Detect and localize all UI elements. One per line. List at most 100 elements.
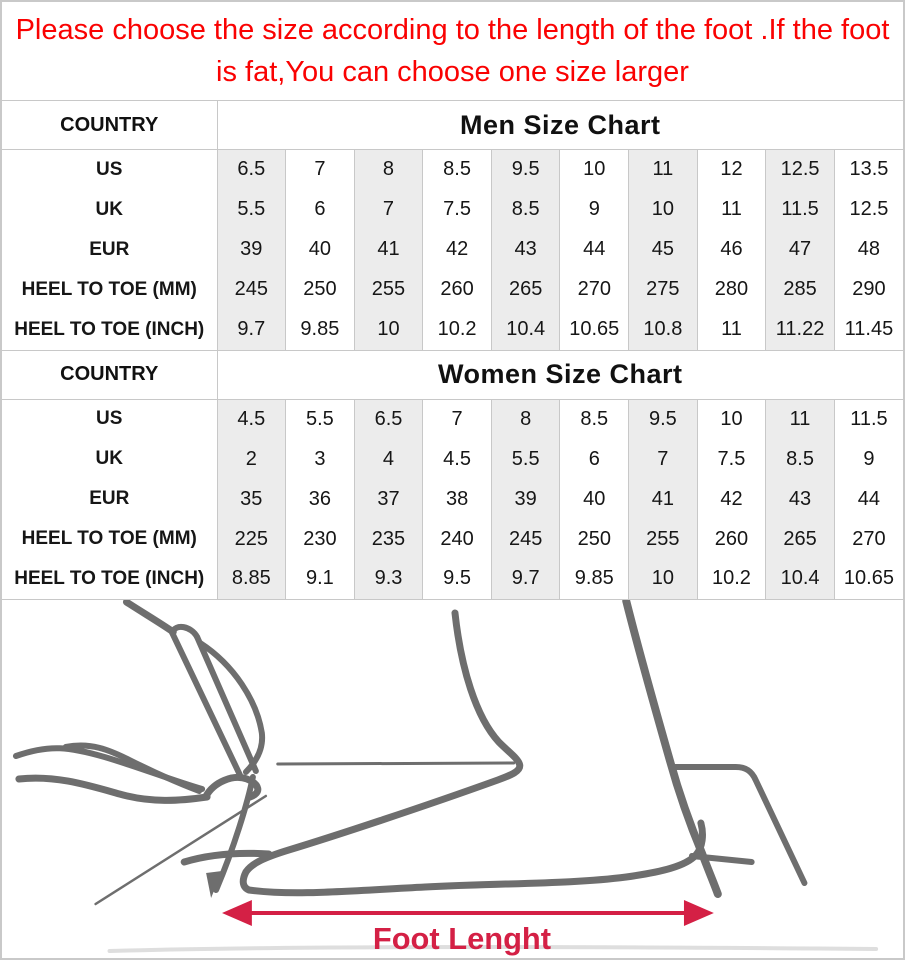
men-table-header-row: COUNTRY Men Size Chart [2,100,903,150]
row-label: US [2,399,218,439]
row-label: EUR [2,229,218,270]
row-label: HEEL TO TOE (MM) [2,519,218,559]
size-cell: 9.85 [285,309,355,350]
size-cell: 3 [285,439,355,479]
size-row: UK 5.5 6 7 7.5 8.5 9 10 11 11.5 12.5 [2,189,903,230]
size-cell: 10 [696,399,766,439]
size-cell: 36 [285,479,355,519]
size-cell: 44 [833,479,903,519]
grip-knuckle-line [202,773,262,800]
size-cell: 240 [422,519,492,559]
size-cell: 250 [559,519,629,559]
size-row: HEEL TO TOE (INCH) 8.85 9.1 9.3 9.5 9.7 9.85 10… [2,559,903,599]
size-cell: 265 [765,519,835,559]
women-table-title: Women Size Chart [217,350,903,400]
size-cell: 44 [559,229,629,270]
row-label: UK [2,189,218,230]
size-cell: 245 [216,269,286,310]
pencil-tip-point [206,870,223,898]
size-cell: 9 [559,189,629,230]
size-cell: 10 [628,189,698,230]
arrow-head-left [222,899,252,926]
hand-pencil-drawing [12,599,273,905]
measure-mark-line [276,761,516,765]
size-cell: 9.7 [490,559,560,599]
size-cell: 11.5 [833,399,903,439]
row-label: HEEL TO TOE (MM) [2,269,218,310]
size-cell: 37 [353,479,423,519]
thumb-line [197,639,266,775]
hand-bottom-line [15,774,211,804]
size-cell: 10.65 [559,309,629,350]
size-cell: 42 [696,479,766,519]
size-cell: 48 [833,229,903,270]
pencil-right-edge [194,633,259,774]
size-cell: 6.5 [353,399,423,439]
size-cell: 5.5 [490,439,560,479]
size-cell: 8.5 [559,399,629,439]
size-cell: 9.1 [285,559,355,599]
size-cell: 8.5 [490,189,560,230]
size-cell: 9 [833,439,903,479]
size-cell: 10.2 [696,559,766,599]
size-cell: 10.65 [833,559,903,599]
size-cell: 9.5 [628,399,698,439]
size-cell: 260 [422,269,492,310]
men-size-table: COUNTRY Men Size Chart US 6.5 7 8 8.5 9.5 10 11… [2,100,903,350]
paper-edge-line [94,794,268,905]
women-table-header-row: COUNTRY Women Size Chart [2,350,903,400]
foot-measure-diagram: Foot Lenght [2,599,903,959]
notice-line1: Please choose the size according to the … [15,14,890,46]
pencil-tip-line [213,773,256,893]
size-cell: 42 [422,229,492,270]
size-cell: 7 [628,439,698,479]
size-cell: 265 [490,269,560,310]
size-cell: 39 [490,479,560,519]
toe-mark-tick [180,849,273,865]
size-cell: 270 [559,269,629,310]
size-cell: 11 [628,149,698,190]
size-cell: 245 [490,519,560,559]
size-cell: 10.8 [628,309,698,350]
size-cell: 4.5 [216,399,286,439]
size-cell: 13.5 [833,149,903,190]
size-row: UK 2 3 4 4.5 5.5 6 7 7.5 8.5 9 [2,439,903,479]
size-cell: 225 [216,519,286,559]
size-cell: 11 [696,309,766,350]
size-cell: 6 [559,439,629,479]
size-cell: 10 [628,559,698,599]
size-cell: 9.3 [353,559,423,599]
size-row: HEEL TO TOE (INCH) 9.7 9.85 10 10.2 10.4 10.65… [2,309,903,350]
size-cell: 280 [696,269,766,310]
size-cell: 6 [285,189,355,230]
size-notice: Please choose the size according to the … [2,2,903,100]
finger-line-2 [62,741,203,794]
size-cell: 8.85 [216,559,286,599]
size-cell: 12.5 [833,189,903,230]
size-cell: 8 [353,149,423,190]
size-cell: 40 [559,479,629,519]
size-cell: 7 [353,189,423,230]
size-cell: 290 [833,269,903,310]
size-cell: 41 [628,479,698,519]
size-row: EUR 35 36 37 38 39 40 41 42 43 44 [2,479,903,519]
size-cell: 38 [422,479,492,519]
size-cell: 5.5 [216,189,286,230]
size-row: HEEL TO TOE (MM) 225 230 235 240 245 250 255 260… [2,519,903,559]
row-label: HEEL TO TOE (INCH) [2,309,218,350]
size-cell: 9.5 [490,149,560,190]
size-cell: 255 [628,519,698,559]
measuring-board-line [672,763,808,886]
size-cell: 9.85 [559,559,629,599]
size-cell: 46 [696,229,766,270]
heel-mark-tick [688,852,755,865]
size-cell: 7.5 [422,189,492,230]
size-cell: 8.5 [765,439,835,479]
size-cell: 260 [696,519,766,559]
size-cell: 270 [833,519,903,559]
country-header: COUNTRY [2,100,218,150]
arm-line [122,599,177,635]
size-row: US 6.5 7 8 8.5 9.5 10 11 12 12.5 13.5 [2,149,903,190]
size-cell: 11 [765,399,835,439]
